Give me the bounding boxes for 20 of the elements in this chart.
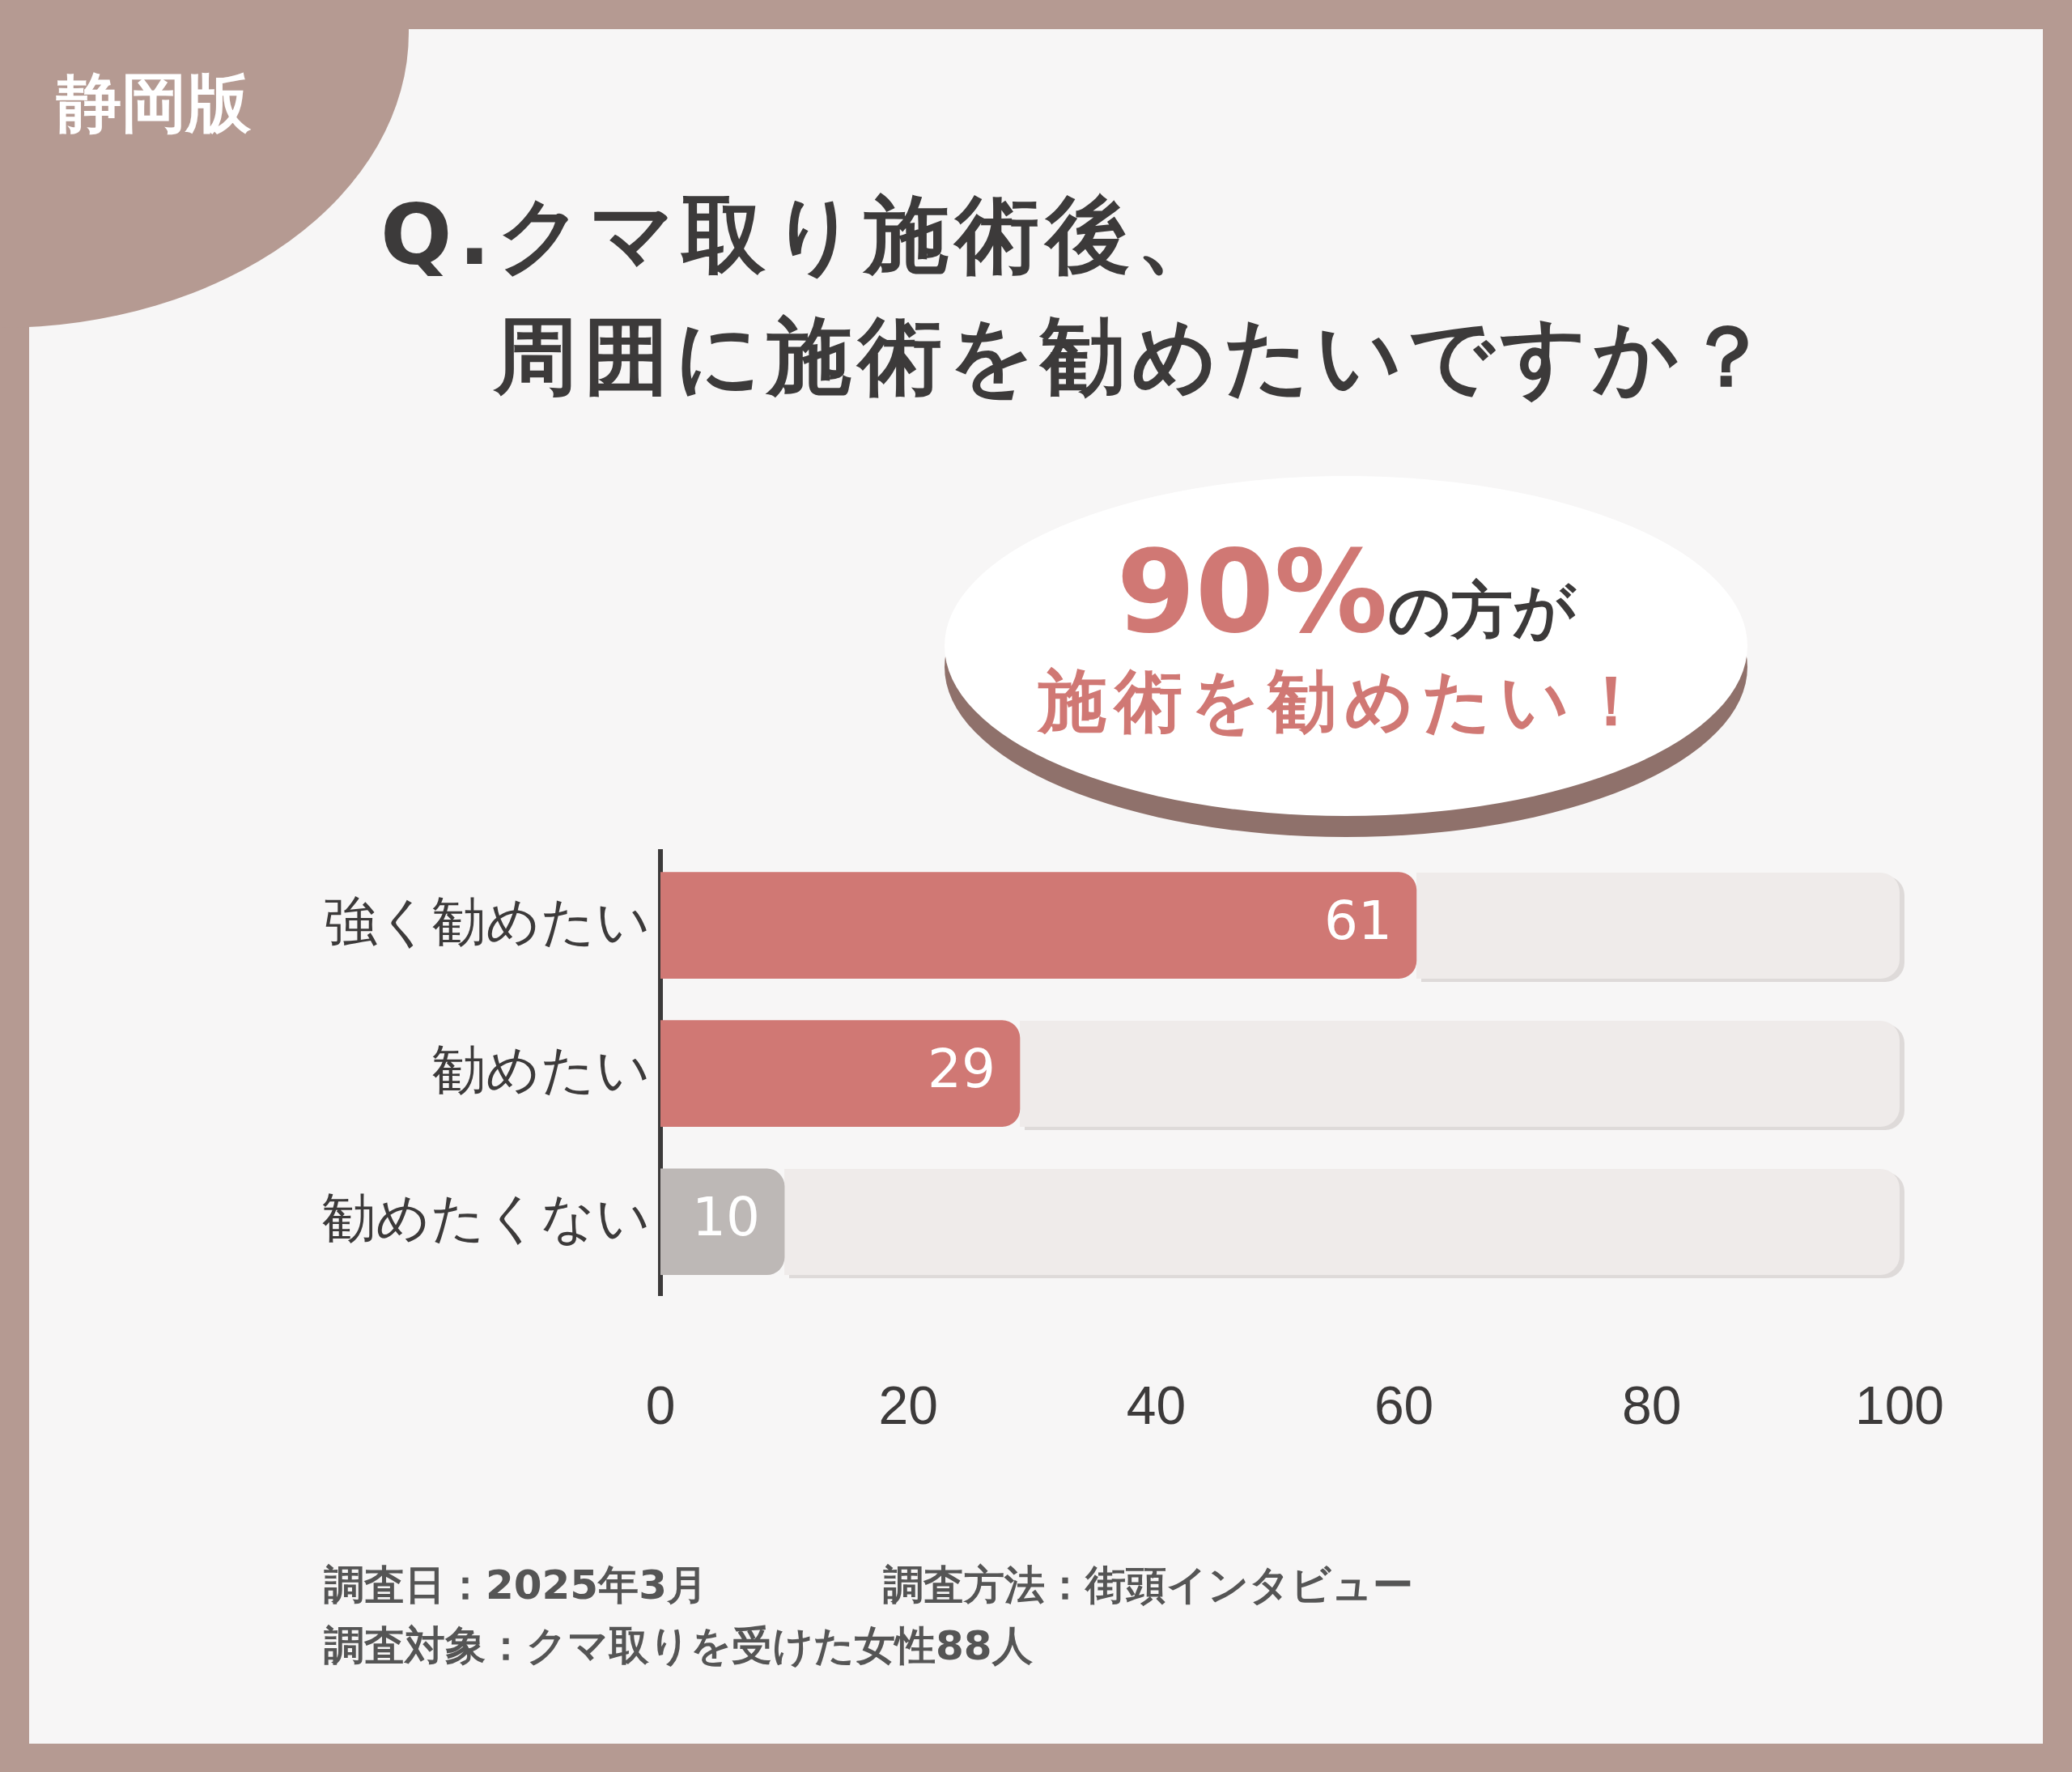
data-label: 10 [692, 1186, 761, 1249]
text: 施術を勧めたい！ [1038, 661, 1654, 741]
data-label: 61 [1323, 890, 1392, 953]
text: 調査日：2025年3月 [324, 1561, 707, 1610]
bar [660, 1168, 785, 1276]
x-tick-label: 40 [1126, 1375, 1187, 1435]
chart-title: Q.クマ取り施術後、周囲に施術を勧めたいですか？ [380, 185, 1776, 407]
text: 90%の方が [1116, 526, 1576, 658]
x-tick-label: 20 [878, 1375, 938, 1435]
x-tick-label: 80 [1622, 1375, 1682, 1435]
x-tick-label: 100 [1854, 1375, 1945, 1435]
text: 調査方法：街頭インタビュー [883, 1561, 1413, 1610]
x-tick-label: 60 [1374, 1375, 1434, 1435]
y-tick-label: 勧めたくない [322, 1188, 651, 1248]
text: 静岡版 [57, 65, 251, 142]
y-tick-label: 強く勧めたい [324, 891, 651, 952]
y-tick-label: 勧めたい [432, 1039, 651, 1100]
data-label: 29 [928, 1038, 996, 1101]
text: 調査対象：クマ取りを受けた女性88人 [324, 1621, 1033, 1671]
x-tick-label: 0 [645, 1375, 676, 1435]
